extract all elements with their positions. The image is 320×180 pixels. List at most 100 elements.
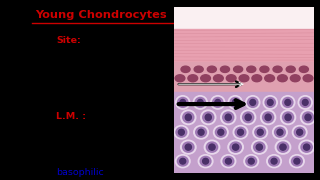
Ellipse shape xyxy=(283,112,294,123)
Ellipse shape xyxy=(193,96,207,109)
Ellipse shape xyxy=(177,156,188,166)
Ellipse shape xyxy=(245,114,251,121)
Ellipse shape xyxy=(256,144,262,150)
Ellipse shape xyxy=(176,96,190,109)
Ellipse shape xyxy=(223,112,234,123)
Ellipse shape xyxy=(233,144,239,150)
Text: ►: ► xyxy=(35,36,43,46)
Ellipse shape xyxy=(305,114,311,121)
Ellipse shape xyxy=(263,112,274,123)
Text: Under the: Under the xyxy=(95,36,146,45)
Ellipse shape xyxy=(250,99,256,105)
Text: perichondrium: perichondrium xyxy=(56,55,125,64)
Ellipse shape xyxy=(255,127,266,137)
Ellipse shape xyxy=(300,110,316,125)
Ellipse shape xyxy=(280,144,286,150)
Ellipse shape xyxy=(241,110,256,125)
Ellipse shape xyxy=(290,75,300,82)
Ellipse shape xyxy=(185,114,191,121)
Text: L.M. :: L.M. : xyxy=(56,112,86,121)
Ellipse shape xyxy=(252,140,267,154)
Ellipse shape xyxy=(301,142,312,152)
Bar xyxy=(174,92,314,173)
Ellipse shape xyxy=(277,75,287,82)
Ellipse shape xyxy=(300,97,310,107)
Ellipse shape xyxy=(237,129,244,135)
Ellipse shape xyxy=(175,75,185,82)
Text: ►: ► xyxy=(35,72,43,82)
Ellipse shape xyxy=(285,114,291,121)
Text: ►: ► xyxy=(35,112,43,122)
Ellipse shape xyxy=(180,158,186,164)
Ellipse shape xyxy=(248,158,254,164)
Ellipse shape xyxy=(273,66,282,72)
Ellipse shape xyxy=(198,155,213,168)
Ellipse shape xyxy=(213,75,223,82)
Text: with flat nuclei: with flat nuclei xyxy=(56,130,126,140)
Text: Site:: Site: xyxy=(56,36,81,45)
Ellipse shape xyxy=(201,75,211,82)
Ellipse shape xyxy=(221,155,236,168)
Ellipse shape xyxy=(220,66,229,72)
Ellipse shape xyxy=(178,129,184,135)
Ellipse shape xyxy=(195,97,205,107)
Ellipse shape xyxy=(175,155,190,168)
Ellipse shape xyxy=(302,112,314,123)
Text: Flat cell: Flat cell xyxy=(106,112,146,121)
Ellipse shape xyxy=(265,114,271,121)
Ellipse shape xyxy=(230,142,241,152)
Bar xyxy=(174,7,314,29)
Ellipse shape xyxy=(183,142,194,152)
Ellipse shape xyxy=(303,75,313,82)
Ellipse shape xyxy=(232,99,238,105)
Ellipse shape xyxy=(292,125,307,139)
Ellipse shape xyxy=(197,99,203,105)
Ellipse shape xyxy=(243,112,254,123)
Ellipse shape xyxy=(226,75,236,82)
Ellipse shape xyxy=(203,158,209,164)
Ellipse shape xyxy=(230,97,240,107)
Ellipse shape xyxy=(286,66,295,72)
Ellipse shape xyxy=(239,75,249,82)
Text: in flat lacunae: in flat lacunae xyxy=(56,91,124,100)
Ellipse shape xyxy=(244,155,259,168)
Ellipse shape xyxy=(298,96,312,109)
Ellipse shape xyxy=(178,97,188,107)
Ellipse shape xyxy=(303,144,310,150)
Ellipse shape xyxy=(283,97,293,107)
Ellipse shape xyxy=(223,156,234,166)
Ellipse shape xyxy=(294,127,305,137)
Ellipse shape xyxy=(234,66,243,72)
Ellipse shape xyxy=(281,96,295,109)
Ellipse shape xyxy=(185,144,191,150)
Ellipse shape xyxy=(196,127,206,137)
Ellipse shape xyxy=(203,112,214,123)
Ellipse shape xyxy=(268,99,273,105)
Bar xyxy=(174,29,314,62)
Ellipse shape xyxy=(194,66,203,72)
Ellipse shape xyxy=(209,144,215,150)
Ellipse shape xyxy=(228,140,243,154)
Text: Young Chondrocytes: Young Chondrocytes xyxy=(35,10,167,20)
Text: present singly: present singly xyxy=(56,72,123,81)
Ellipse shape xyxy=(247,66,256,72)
Ellipse shape xyxy=(181,110,196,125)
Ellipse shape xyxy=(271,158,277,164)
Ellipse shape xyxy=(265,97,276,107)
Ellipse shape xyxy=(174,125,189,139)
Ellipse shape xyxy=(225,114,231,121)
Ellipse shape xyxy=(218,129,224,135)
Ellipse shape xyxy=(260,66,269,72)
Ellipse shape xyxy=(257,129,263,135)
Ellipse shape xyxy=(268,156,279,166)
Ellipse shape xyxy=(246,156,257,166)
Ellipse shape xyxy=(302,99,308,105)
Ellipse shape xyxy=(263,96,277,109)
Ellipse shape xyxy=(205,114,211,121)
Ellipse shape xyxy=(188,75,198,82)
Ellipse shape xyxy=(201,110,216,125)
Ellipse shape xyxy=(265,75,275,82)
Ellipse shape xyxy=(194,125,208,139)
Ellipse shape xyxy=(183,112,194,123)
Ellipse shape xyxy=(180,99,186,105)
